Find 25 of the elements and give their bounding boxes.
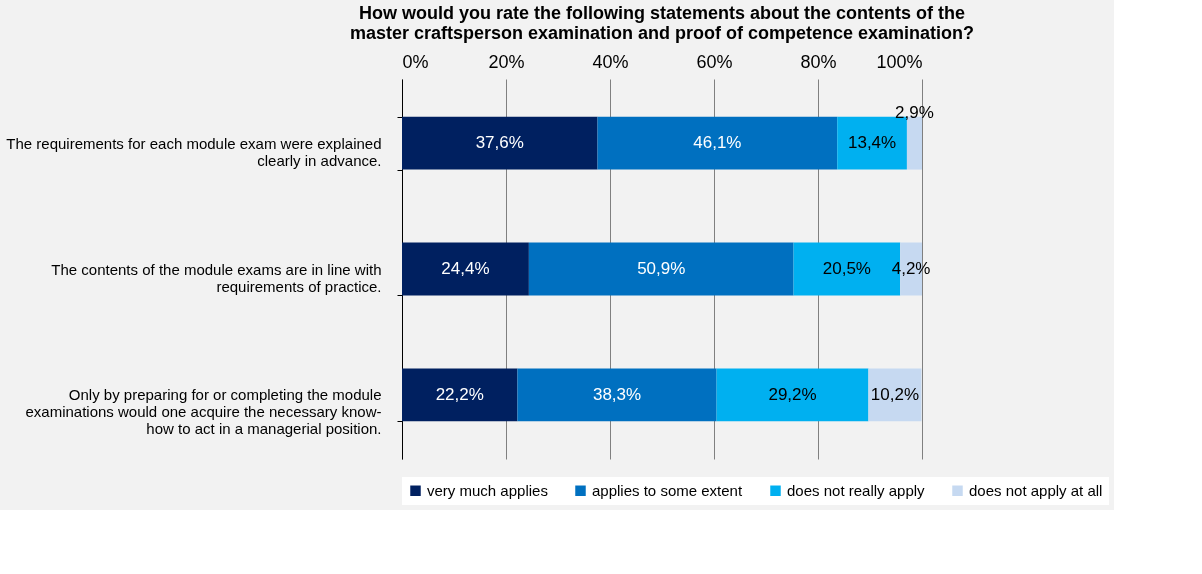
data-label: 38,3%	[592, 384, 642, 404]
y-tick-label: The requirements for each module exam were explained clearly in advance.	[6, 134, 382, 169]
x-tick-label: 80%	[800, 51, 837, 72]
data-label: 22,2%	[435, 384, 484, 404]
data-label: 13,4%	[847, 133, 897, 153]
legend-label: does not apply at all	[969, 481, 1103, 499]
legend-label: does not really apply	[787, 481, 926, 499]
x-tick-label: 60%	[696, 51, 733, 72]
legend-label: very much applies	[427, 481, 548, 499]
data-label: 50,9%	[637, 259, 686, 278]
data-label: 24,4%	[441, 259, 490, 278]
data-label: 37,6%	[475, 133, 524, 153]
x-tick-label: 40%	[592, 51, 629, 72]
x-tick-label: 20%	[488, 51, 525, 72]
y-tick-label: The contents of the module exams are in line with requirements of practice.	[51, 260, 382, 295]
x-tick-label: 0%	[402, 51, 429, 72]
y-tick-label: Only by preparing for or completing the module examinations would one acquire the necessary know-how to act in a managerial position.	[25, 386, 382, 438]
data-label: 46,1%	[693, 133, 742, 153]
data-label: 20,5%	[822, 259, 871, 278]
legend-label: applies to some extent	[592, 481, 743, 499]
chart-title: How would you rate the following statements about the contents of the master craftsperson examination and proof of competence examination?	[349, 3, 975, 43]
data-label: 2,9%	[895, 103, 934, 123]
x-tick-label: 100%	[876, 51, 923, 72]
data-label: 10,2%	[870, 384, 920, 404]
data-label: 29,2%	[768, 384, 817, 404]
